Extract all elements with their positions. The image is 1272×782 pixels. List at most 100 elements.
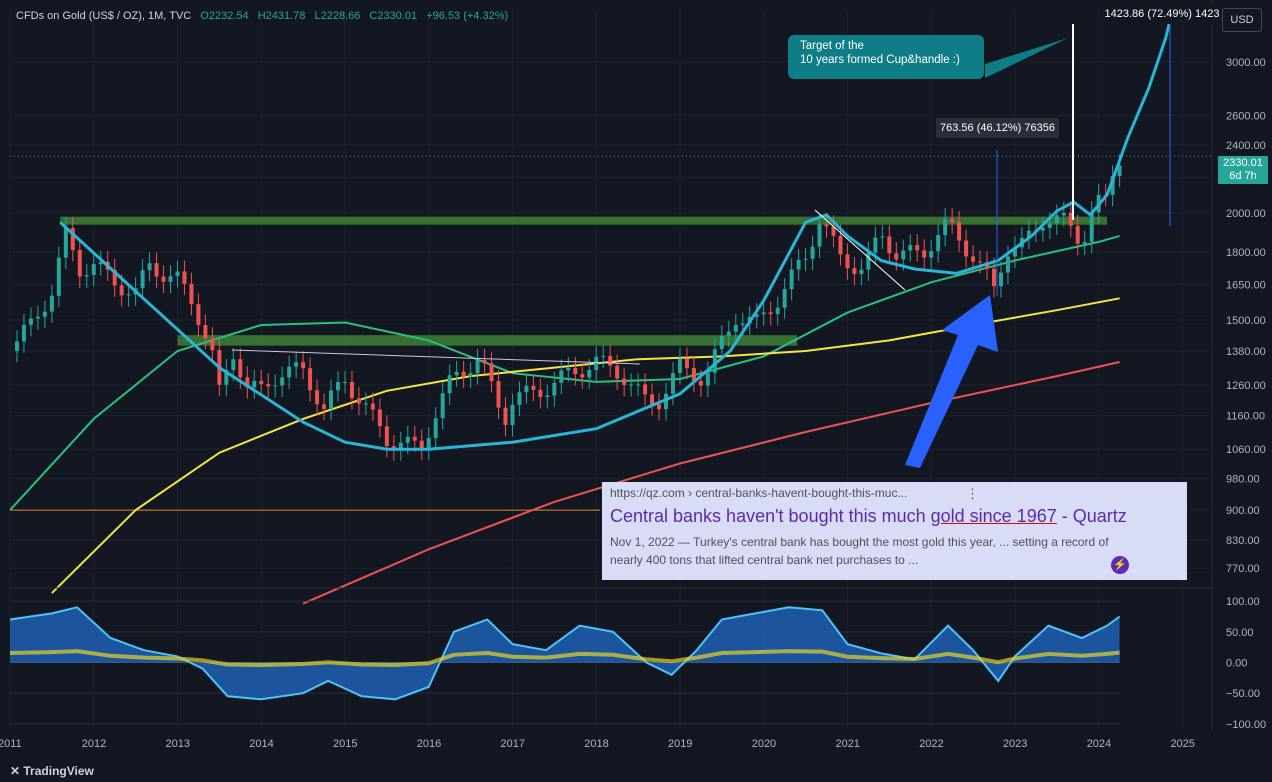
candle-body	[859, 269, 864, 274]
candle-body	[1117, 165, 1122, 177]
trend-line-lower	[231, 349, 641, 365]
symbol-header: CFDs on Gold (US$ / OZ), 1M, TVC O2232.5…	[16, 10, 508, 22]
candle-body	[545, 395, 550, 398]
x-tick-label: 2021	[835, 738, 859, 750]
candle-body	[1110, 176, 1115, 195]
x-tick-label: 2012	[82, 738, 106, 750]
candle-body	[650, 394, 655, 405]
candle-body	[866, 252, 871, 270]
candle-body	[224, 370, 229, 385]
candle-body	[587, 370, 592, 378]
candle-body	[273, 385, 278, 387]
candle-body	[447, 375, 452, 394]
candle-body	[342, 381, 347, 383]
candle-body	[538, 389, 543, 398]
candle-body	[1040, 227, 1045, 231]
low-value: L2228.66	[314, 10, 361, 22]
candle-body	[1061, 212, 1066, 216]
candle-body	[552, 382, 557, 396]
candle-body	[259, 380, 264, 385]
axes: 770.00 830.00 900.00 980.00 1060.00 1160.00 12…	[0, 0, 1266, 750]
tv-mark-icon: ✕	[10, 764, 24, 778]
candle-body	[182, 271, 187, 284]
candle-body	[615, 365, 620, 379]
candle-body	[531, 385, 536, 390]
y-tick-label: 2000.00	[1226, 208, 1266, 220]
tradingview-logo[interactable]: ✕ TradingView	[10, 764, 94, 778]
candle-body	[147, 263, 152, 271]
candle-body	[77, 250, 82, 277]
candle-body	[1068, 212, 1073, 226]
candle-body	[56, 257, 61, 296]
search-result-title[interactable]: Central banks haven't bought this much g…	[610, 506, 1179, 527]
candle-body	[91, 264, 96, 276]
candle-body	[789, 269, 794, 290]
more-options-icon[interactable]: ⋮	[966, 486, 979, 501]
title-highlight: gold since 1967	[930, 506, 1057, 526]
candle-body	[266, 384, 271, 387]
y-tick-label: 770.00	[1226, 563, 1260, 575]
last-price: 2330.01	[1223, 157, 1263, 169]
candle-body	[98, 261, 103, 265]
osc-tick-label: 100.00	[1226, 596, 1260, 608]
title-part1: Central banks haven't bought this much	[610, 506, 931, 526]
candle-body	[21, 324, 26, 342]
candle-body	[440, 393, 445, 419]
candle-body	[880, 236, 885, 238]
candle-body	[705, 372, 710, 386]
search-result-card[interactable]: https://qz.com › central-banks-havent-bo…	[602, 482, 1187, 580]
candle-body	[594, 356, 599, 371]
candle-body	[482, 359, 487, 364]
candle-body	[238, 359, 243, 378]
candle-body	[489, 363, 494, 382]
candle-body	[412, 436, 417, 441]
search-result-url[interactable]: https://qz.com › central-banks-havent-bo…	[610, 486, 908, 500]
candle-body	[964, 240, 969, 257]
target-note-callout[interactable]: Target of the 10 years formed Cup&handle…	[788, 35, 984, 79]
x-tick-label: 2018	[584, 738, 608, 750]
candle-body	[426, 438, 431, 449]
currency-button[interactable]: USD	[1222, 8, 1262, 32]
trend-line	[814, 209, 906, 291]
x-tick-label: 2015	[333, 738, 357, 750]
last-price-tag: 2330.01 6d 7h	[1218, 156, 1268, 184]
candle-body	[740, 323, 745, 325]
candle-body	[817, 224, 822, 247]
resistance-zone	[177, 335, 798, 346]
candle-body	[42, 311, 47, 317]
candle-body	[726, 331, 731, 337]
candle-body	[126, 294, 131, 296]
measure-large-label: 1423.86 (72.49%) 1423	[1102, 4, 1222, 24]
candle-body	[636, 384, 641, 386]
candle-body	[1012, 247, 1017, 257]
candle-body	[503, 407, 508, 425]
measure-small-label: 763.56 (46.12%) 76356	[936, 118, 1059, 138]
y-tick-label: 1260.00	[1226, 380, 1266, 392]
y-tick-label: 1800.00	[1226, 247, 1266, 259]
candle-body	[559, 370, 564, 383]
annotations-drawings	[231, 24, 1171, 542]
symbol-name[interactable]: CFDs on Gold (US$ / OZ), 1M, TVC	[16, 10, 192, 22]
resistance-zone	[60, 216, 1108, 225]
candle-body	[943, 218, 948, 236]
candle-body	[796, 259, 801, 270]
cup-curve-line	[59, 20, 1172, 451]
candle-body	[698, 380, 703, 386]
osc-tick-label: −50.00	[1226, 688, 1260, 700]
extension-icon[interactable]: ⚡	[1111, 556, 1129, 574]
y-tick-label: 1650.00	[1226, 280, 1266, 292]
osc-tick-label: 0.00	[1226, 658, 1247, 670]
candle-body	[175, 271, 180, 277]
y-tick-label: 1380.00	[1226, 346, 1266, 358]
search-result-snippet: Nov 1, 2022 — Turkey's central bank has …	[610, 533, 1179, 569]
y-tick-label: 2400.00	[1226, 140, 1266, 152]
candle-body	[852, 268, 857, 274]
change-value: +96.53 (+4.32%)	[426, 10, 509, 22]
candle-body	[929, 251, 934, 258]
candle-body	[496, 381, 501, 408]
osc-zero-band	[9, 649, 1120, 668]
candle-body	[384, 426, 389, 447]
candle-body	[754, 314, 759, 318]
candle-body	[322, 404, 327, 409]
